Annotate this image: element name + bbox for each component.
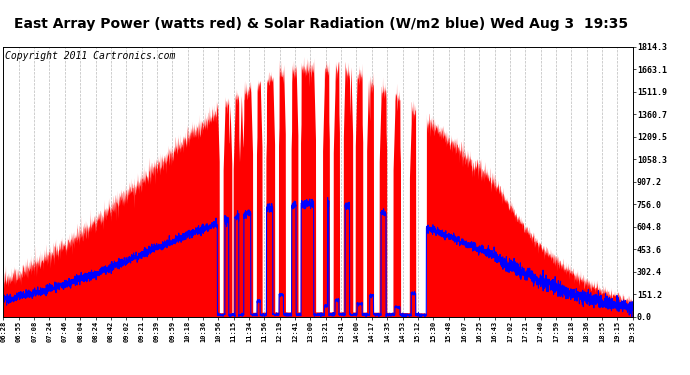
- Text: Copyright 2011 Cartronics.com: Copyright 2011 Cartronics.com: [5, 51, 175, 61]
- Text: East Array Power (watts red) & Solar Radiation (W/m2 blue) Wed Aug 3  19:35: East Array Power (watts red) & Solar Rad…: [14, 17, 628, 31]
